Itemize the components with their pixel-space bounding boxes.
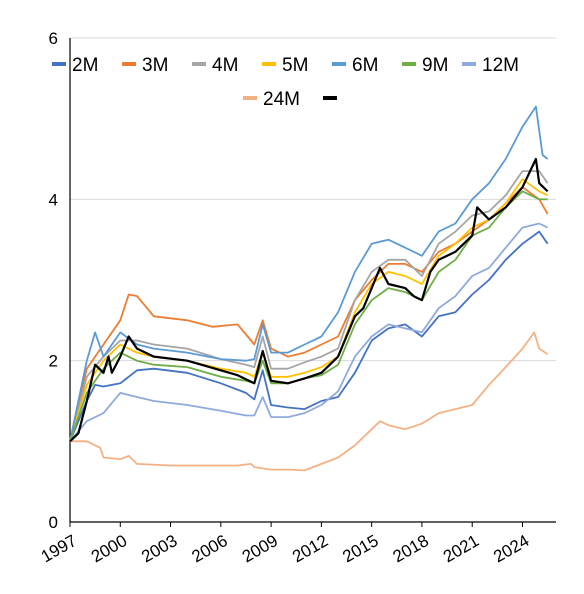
x-tick-label: 2021 [440,531,482,566]
x-tick-label: 2009 [239,531,281,566]
x-tick-label: 2024 [490,531,532,566]
series-lines [69,105,549,472]
series-line-24m [70,331,549,472]
legend-label: 4M [212,55,238,76]
legend-label: 5M [282,55,308,76]
series-line-2m [69,230,549,442]
series-line-5m [69,178,548,442]
y-tick-label: 6 [49,29,58,48]
x-tick-label: 2006 [189,531,231,566]
series-line-9m [69,190,548,442]
grid [70,37,556,362]
legend-label: 6M [352,55,378,76]
x-tick-label: 2003 [138,531,180,566]
legend-label: 2M [72,55,98,76]
y-tick-label: 4 [49,190,58,209]
legend-label: 3M [142,55,168,76]
x-axis-ticks: 1997 2000 2003 2006 2009 2012 2015 2018 2021 2024 [38,531,533,566]
legend-label: 9M [422,55,448,76]
series-line-4m [69,170,549,442]
axes [69,38,556,527]
y-tick-label: 0 [49,513,58,532]
legend-label: 12M [482,55,519,76]
series-line-12m [69,222,548,442]
series-line-6m [69,105,549,442]
series-line-black [69,157,549,443]
legend: 2M 3M 4M 5M 6M 9M 12M 24M [52,55,519,110]
y-tick-label: 2 [49,352,58,371]
x-tick-label: 1997 [38,531,80,566]
x-tick-label: 2012 [289,531,331,566]
x-tick-label: 2000 [88,531,130,566]
x-tick-label: 2018 [390,531,432,566]
x-tick-label: 2015 [339,531,381,566]
y-axis-ticks: 0 2 4 6 [49,29,58,532]
legend-label: 24M [263,89,300,110]
series-line-3m [69,186,549,442]
